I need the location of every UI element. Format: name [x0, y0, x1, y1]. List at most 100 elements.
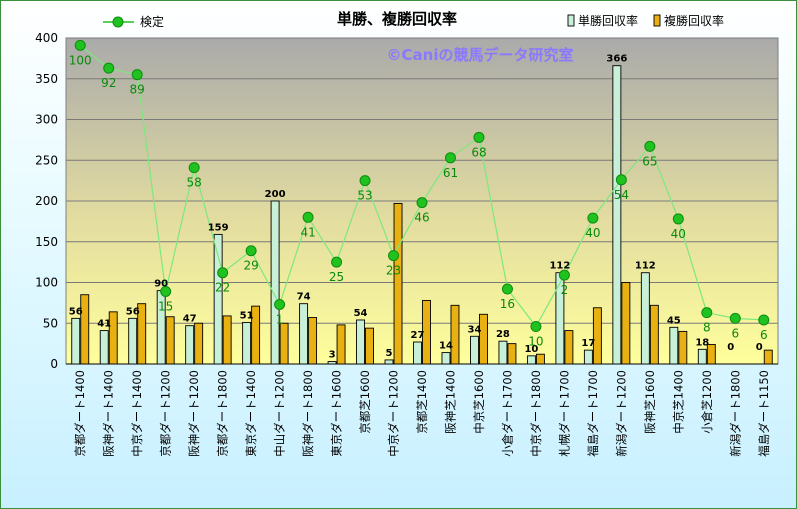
category-label: 東京ダート1600 — [330, 370, 344, 457]
bar-fukusho — [165, 316, 175, 365]
bar-tansho — [270, 200, 280, 365]
bar-tansho — [697, 348, 707, 365]
point-kentei — [74, 39, 86, 51]
tansho-label: 200 — [265, 189, 286, 200]
category-label: 小倉芝1200 — [700, 370, 714, 434]
point-kentei — [388, 250, 400, 262]
tansho-label: 14 — [439, 341, 453, 352]
tansho-label: 56 — [69, 306, 83, 317]
kentei-label: 15 — [158, 299, 173, 313]
kentei-label: 10 — [528, 335, 543, 349]
category-label: 東京ダート1400 — [244, 370, 258, 457]
category-label: 中山ダート1200 — [273, 370, 287, 457]
kentei-label: 65 — [642, 154, 657, 168]
kentei-label: 23 — [386, 264, 401, 278]
bar-fukusho — [222, 315, 232, 365]
y-tick-label: 350 — [35, 72, 58, 86]
point-kentei — [103, 62, 115, 74]
category-label: 京都ダート1200 — [159, 370, 173, 457]
y-tick-label: 0 — [50, 357, 58, 371]
legend-tansho-swatch — [567, 14, 575, 27]
category-label: 札幌ダート1700 — [557, 370, 571, 457]
kentei-label: 22 — [215, 281, 230, 295]
point-kentei — [217, 267, 229, 279]
bar-fukusho — [649, 304, 659, 365]
point-kentei — [644, 140, 656, 152]
bar-tansho — [384, 359, 394, 365]
bar-fukusho — [80, 294, 90, 365]
bar-tansho — [441, 352, 451, 365]
tansho-label: 159 — [208, 222, 229, 233]
bar-tansho — [299, 303, 309, 365]
bar-fukusho — [308, 317, 318, 365]
tansho-label: 112 — [635, 261, 656, 272]
bar-tansho — [99, 330, 109, 365]
category-label: 京都ダート1400 — [73, 370, 87, 457]
tansho-label: 0 — [756, 342, 763, 353]
bar-fukusho — [479, 313, 488, 365]
point-kentei — [501, 283, 513, 295]
category-label: 福島ダート1150 — [757, 370, 771, 457]
bar-fukusho — [279, 322, 289, 365]
point-kentei — [416, 197, 428, 209]
tansho-label: 3 — [329, 350, 336, 361]
point-kentei — [331, 256, 343, 268]
tansho-label: 10 — [524, 344, 538, 355]
bar-tansho — [242, 321, 252, 365]
bar-tansho — [640, 272, 650, 365]
point-kentei — [274, 299, 286, 311]
category-label: 小倉ダート1700 — [500, 370, 514, 457]
bar-tansho — [669, 326, 679, 365]
bar-fukusho — [621, 282, 631, 365]
category-label: 阪神ダート1400 — [102, 370, 116, 457]
kentei-label: 58 — [187, 176, 202, 190]
kentei-label: 2 — [561, 283, 569, 297]
y-tick-label: 400 — [35, 31, 58, 45]
legend-fukusho-swatch — [653, 14, 661, 27]
point-kentei — [729, 312, 741, 324]
kentei-label: 41 — [300, 225, 315, 239]
category-label: 中京芝1600 — [472, 370, 486, 434]
y-tick-label: 100 — [35, 276, 58, 290]
tansho-label: 112 — [549, 261, 570, 272]
tansho-label: 47 — [183, 314, 197, 325]
tansho-label: 5 — [386, 348, 393, 359]
bar-tansho — [526, 355, 536, 365]
tansho-label: 90 — [154, 279, 168, 290]
point-kentei — [558, 269, 570, 281]
bar-fukusho — [336, 324, 346, 365]
tansho-label: 28 — [496, 329, 510, 340]
point-kentei — [672, 213, 684, 225]
bar-fukusho — [251, 305, 261, 365]
bar-tansho — [213, 233, 223, 365]
point-kentei — [473, 131, 485, 143]
category-label: 阪神ダート1800 — [301, 370, 315, 457]
category-label: 阪神ダート1200 — [187, 370, 201, 457]
point-kentei — [359, 175, 371, 187]
category-label: 新潟ダート1200 — [614, 370, 628, 457]
point-kentei — [188, 162, 200, 174]
y-tick-label: 50 — [43, 316, 58, 330]
tansho-label: 56 — [126, 306, 140, 317]
bar-fukusho — [393, 202, 403, 365]
kentei-label: 25 — [329, 270, 344, 284]
bar-fukusho — [592, 307, 602, 365]
tansho-label: 17 — [581, 338, 595, 349]
kentei-label: 89 — [130, 83, 145, 97]
bar-fukusho — [706, 343, 716, 365]
bar-tansho — [413, 341, 422, 365]
tansho-label: 74 — [297, 292, 311, 303]
category-label: 阪神芝1600 — [643, 370, 657, 434]
kentei-label: 16 — [500, 297, 515, 311]
point-kentei — [444, 152, 456, 164]
bar-fukusho — [137, 303, 147, 365]
bar-tansho — [470, 335, 479, 365]
point-kentei — [131, 69, 143, 81]
point-kentei — [701, 307, 713, 319]
bar-fukusho — [564, 330, 574, 365]
tansho-label: 18 — [695, 337, 709, 348]
kentei-label: 68 — [471, 145, 486, 159]
bar-tansho — [128, 317, 138, 365]
bar-tansho — [71, 317, 81, 365]
kentei-label: 40 — [671, 227, 686, 241]
